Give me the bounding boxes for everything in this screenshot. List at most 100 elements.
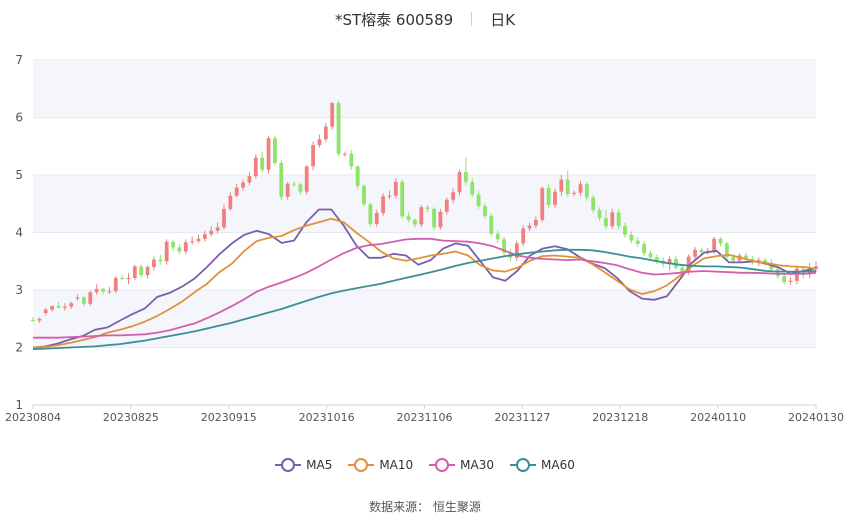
candle-body	[222, 208, 226, 228]
candle-body	[37, 318, 42, 321]
candle-body	[158, 259, 163, 262]
candle-body	[132, 266, 137, 278]
candle-body	[775, 269, 780, 277]
candle-body	[69, 303, 74, 307]
candle-body	[648, 253, 653, 258]
plot-band	[33, 175, 816, 233]
candle-body	[712, 238, 717, 251]
candle-body	[489, 215, 494, 234]
candle-body	[272, 138, 277, 163]
candle-body	[94, 288, 99, 293]
x-tick-label: 20230915	[201, 411, 257, 424]
candle-body	[521, 228, 526, 244]
legend: MA5 MA10 MA30 MA60	[0, 458, 850, 472]
candle-body	[502, 239, 506, 253]
candle-body	[196, 238, 201, 242]
candle-body	[400, 181, 405, 217]
candle-body	[527, 225, 532, 229]
candle-body	[476, 194, 481, 207]
candle-body	[629, 234, 634, 241]
candle-body	[260, 157, 265, 170]
candle-body	[763, 260, 767, 263]
candle-body	[75, 297, 80, 299]
candle-body	[368, 204, 373, 224]
candle-body	[247, 176, 252, 183]
candle-body	[311, 145, 316, 167]
candle-body	[680, 267, 685, 273]
candle-body	[374, 212, 379, 224]
candle-body	[533, 219, 538, 226]
candle-body	[266, 138, 271, 170]
candle-body	[241, 182, 245, 188]
candle-body	[591, 197, 596, 211]
candle-body	[724, 243, 729, 258]
candle-body	[126, 277, 131, 280]
candle-body	[635, 240, 640, 244]
candle-body	[43, 309, 48, 313]
legend-marker	[275, 458, 302, 472]
candle-body	[756, 260, 761, 262]
title-divider	[471, 12, 473, 26]
candle-body	[814, 266, 818, 269]
x-tick-label: 20240130	[788, 411, 844, 424]
candle-body	[553, 191, 557, 205]
y-tick-label: 1	[15, 398, 23, 412]
legend-item-ma30[interactable]: MA30	[429, 458, 494, 472]
candle-body	[107, 291, 112, 293]
candle-body	[355, 166, 360, 186]
x-tick-label: 20240110	[690, 411, 746, 424]
candle-body	[139, 266, 144, 276]
candle-body	[50, 306, 55, 310]
candles	[31, 100, 818, 323]
candle-body	[56, 306, 61, 308]
candle-body	[330, 103, 335, 127]
candle-body	[565, 179, 570, 194]
candle-body	[572, 192, 577, 194]
candle-body	[317, 139, 322, 146]
y-tick-label: 7	[15, 53, 23, 67]
y-axis: 1 2 3 4 5 6 7	[15, 53, 23, 412]
candle-body	[31, 319, 35, 321]
candle-body	[578, 184, 583, 193]
candle-body	[451, 192, 456, 200]
candle-body	[782, 276, 787, 282]
candle-body	[164, 241, 169, 262]
candle-body	[432, 208, 436, 228]
ma-line-ma30	[33, 237, 817, 339]
candle-body	[381, 196, 386, 213]
candle-body	[788, 280, 793, 282]
legend-marker	[510, 458, 537, 472]
candle-body	[623, 226, 627, 235]
candle-body	[744, 255, 748, 259]
source-label: 数据来源：	[369, 500, 430, 514]
candle-body	[387, 195, 392, 197]
candle-body	[234, 187, 239, 196]
candle-body	[349, 153, 354, 167]
candle-body	[546, 188, 551, 205]
x-tick-label: 20231016	[299, 411, 355, 424]
candle-body	[152, 259, 156, 267]
candle-body	[279, 162, 284, 197]
candle-body	[190, 241, 195, 243]
y-tick-label: 3	[15, 283, 23, 297]
source-note: 数据来源： 恒生聚源	[0, 498, 850, 515]
legend-item-ma60[interactable]: MA60	[510, 458, 575, 472]
candle-body	[215, 227, 220, 231]
candle-body	[393, 181, 398, 196]
stock-name: *ST榕泰 600589	[334, 10, 454, 29]
candle-body	[597, 210, 602, 219]
candle-body	[304, 166, 309, 192]
candle-body	[145, 267, 150, 276]
legend-item-ma10[interactable]: MA10	[348, 458, 413, 472]
candle-body	[202, 234, 207, 239]
candle-body	[514, 243, 519, 258]
y-tick-label: 5	[15, 168, 23, 182]
candle-body	[718, 238, 723, 244]
candle-body	[253, 157, 258, 177]
candle-body	[298, 184, 303, 192]
legend-item-ma5[interactable]: MA5	[275, 458, 332, 472]
candle-body	[463, 172, 468, 182]
candle-body	[183, 242, 188, 252]
candle-body	[438, 211, 443, 228]
